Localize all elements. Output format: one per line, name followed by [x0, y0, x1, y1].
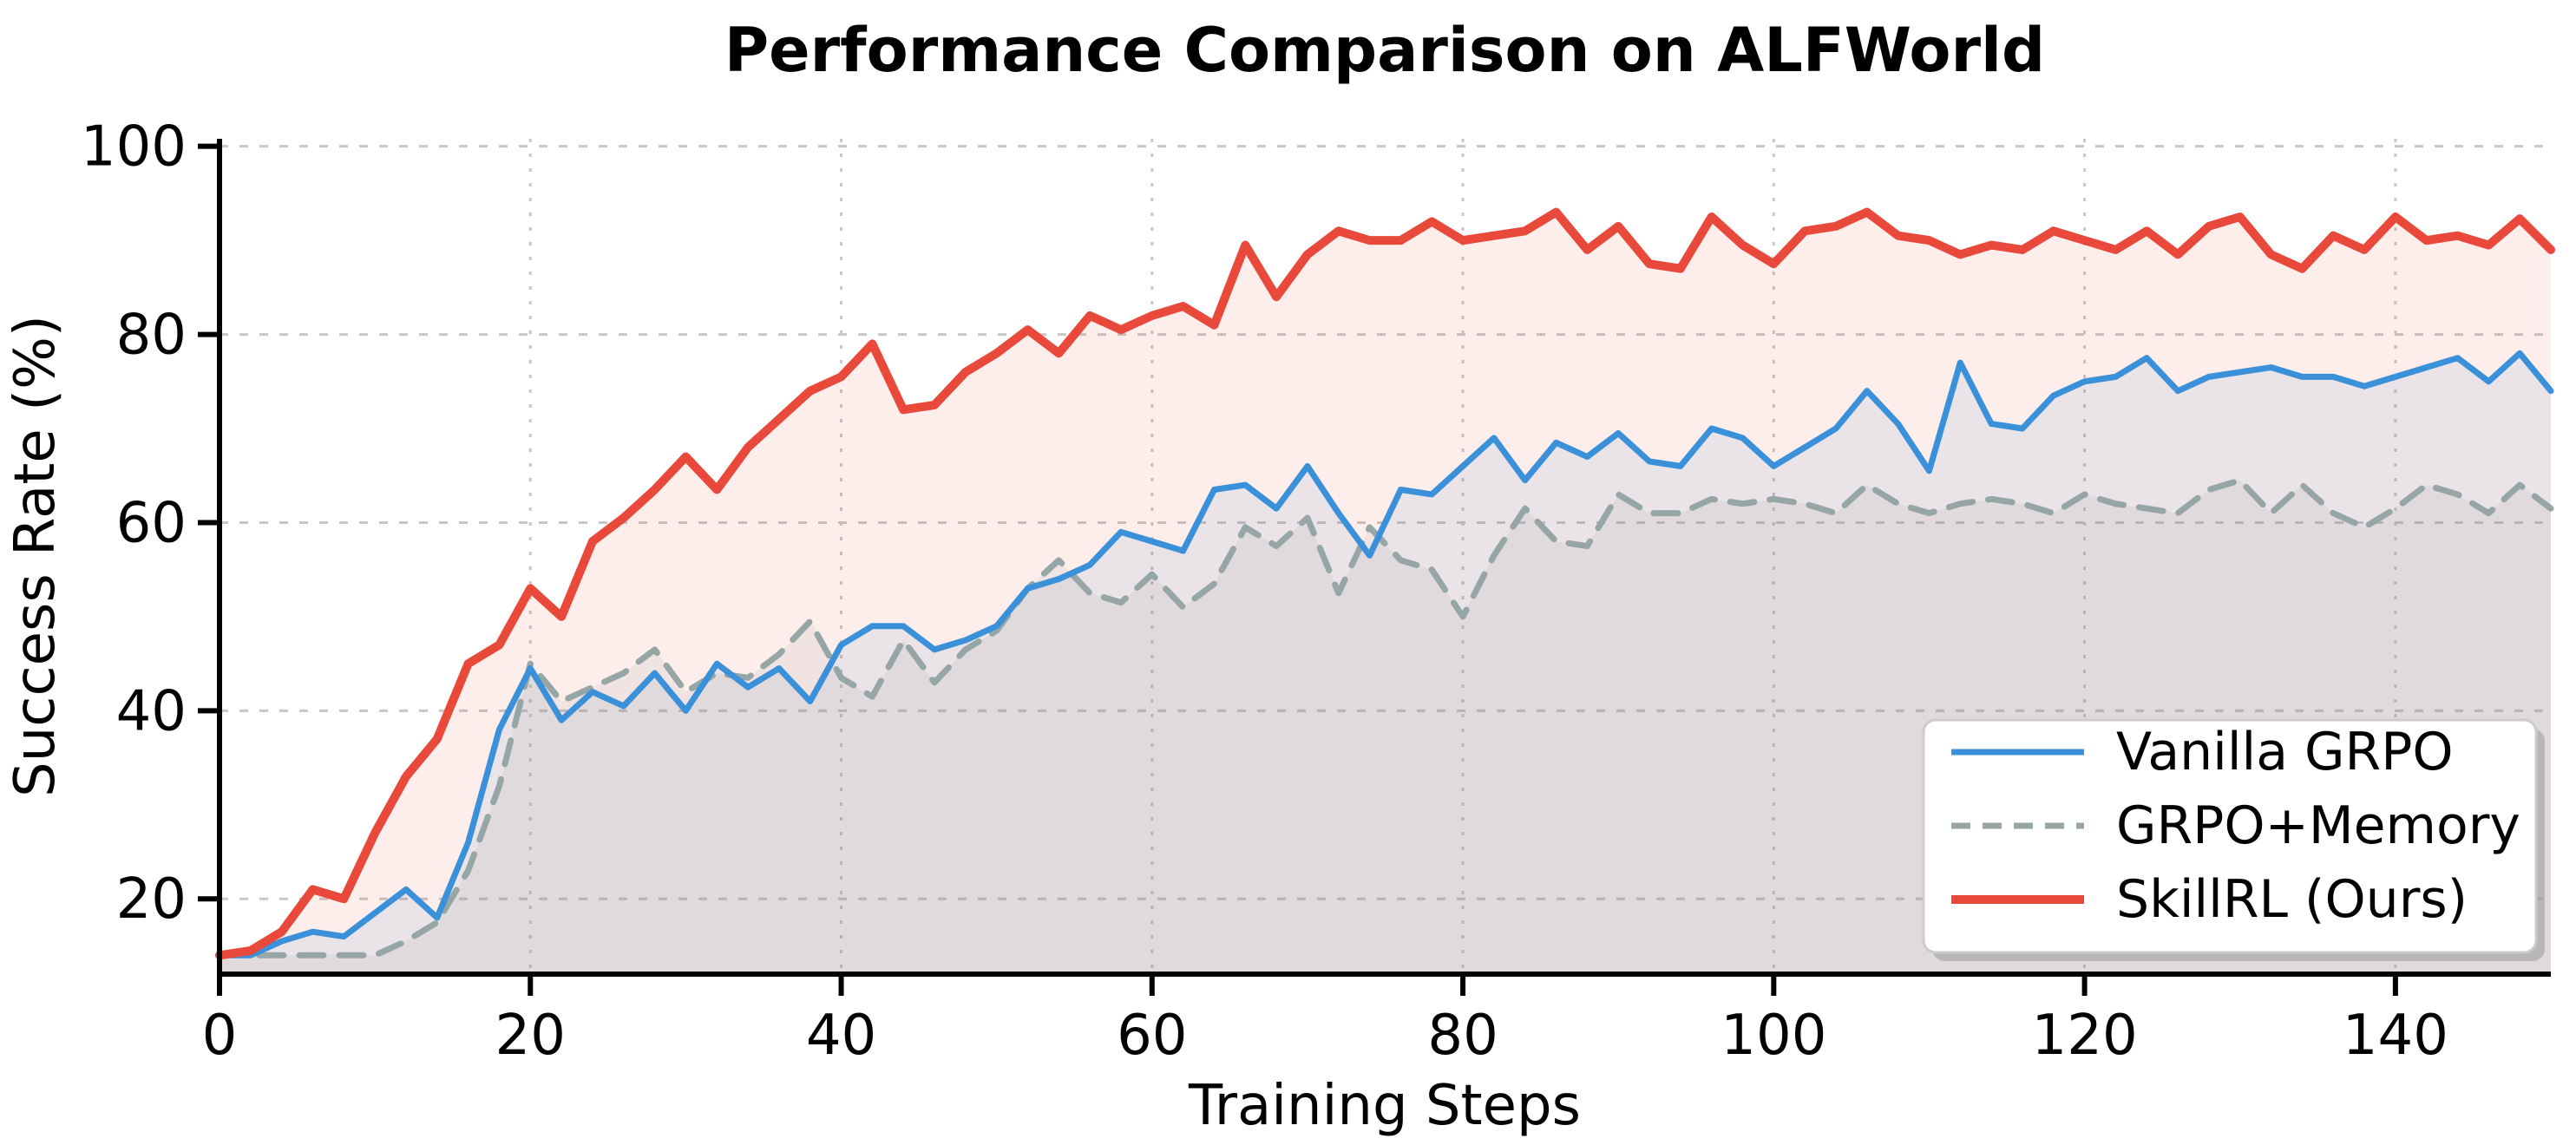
- x-axis-label: Training Steps: [1188, 1074, 1581, 1138]
- x-tick-label: 120: [2032, 1004, 2138, 1068]
- legend: Vanilla GRPO GRPO+Memory SkillRL (Ours): [1922, 718, 2545, 961]
- x-tick-label: 140: [2343, 1004, 2448, 1068]
- series-line-skillrl-ours: [215, 207, 2555, 960]
- x-tick-label: 80: [1427, 1004, 1498, 1068]
- series-line-layer: [215, 207, 2555, 960]
- legend-box: [1922, 718, 2538, 954]
- x-tick-label: 0: [202, 1004, 238, 1068]
- x-tick-label: 60: [1117, 1004, 1187, 1068]
- y-tick-label: 60: [116, 491, 187, 555]
- y-tick-label: 100: [81, 115, 187, 180]
- x-tick-label: 40: [806, 1004, 876, 1068]
- y-axis-label: Success Rate (%): [3, 315, 68, 797]
- y-tick-label: 20: [116, 867, 187, 932]
- chart-title: Performance Comparison on ALFWorld: [724, 15, 2045, 86]
- legend-item-grpo-memory: GRPO+Memory: [1951, 795, 2520, 856]
- legend-item-label: GRPO+Memory: [2116, 795, 2520, 856]
- y-tick-label: 40: [116, 679, 187, 743]
- legend-item-label: SkillRL (Ours): [2116, 869, 2468, 930]
- legend-item-skillrl-ours: SkillRL (Ours): [1951, 869, 2468, 930]
- series-line-grpo-memory: [216, 477, 2554, 959]
- x-tick-label: 100: [1721, 1004, 1826, 1068]
- series-line-vanilla-grpo: [216, 350, 2554, 959]
- y-tick-label: 80: [116, 304, 187, 368]
- x-tick-label: 20: [495, 1004, 566, 1068]
- legend-item-vanilla-grpo: Vanilla GRPO: [1951, 722, 2454, 782]
- axis-layer: 0 20 40 60 80 100 120 140 20 40 60 80 100: [81, 115, 2551, 1068]
- legend-item-label: Vanilla GRPO: [2116, 722, 2454, 782]
